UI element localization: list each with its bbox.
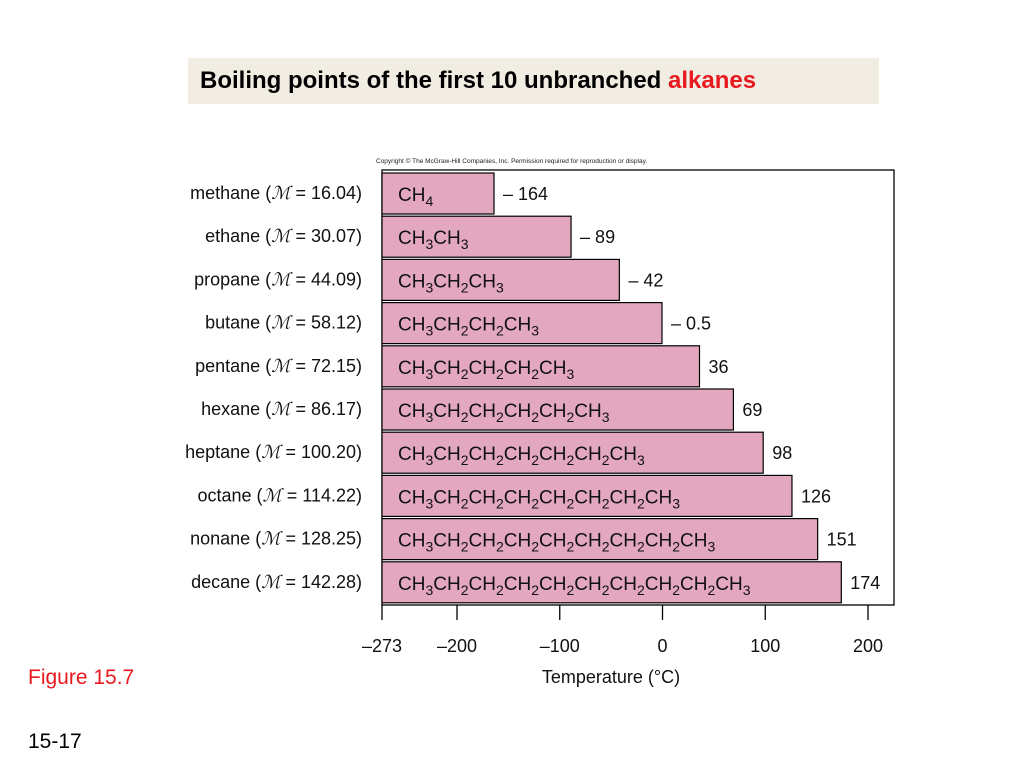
slide-number: 15-17 [28, 730, 82, 753]
bar-value-label: – 0.5 [671, 314, 711, 334]
bar-formula: CH3​CH2​CH2​CH2​CH3​ [398, 358, 574, 382]
bar-propane [381, 258, 620, 301]
category-label: nonane (ℳ = 128.25) [190, 529, 362, 550]
bar-formula: CH4​ [398, 185, 433, 209]
bar-nonane [381, 517, 819, 561]
bar-formula: CH3​CH2​CH2​CH2​CH2​CH2​CH2​CH2​CH3​ [398, 531, 715, 555]
bar-formula: CH3​CH2​CH2​CH2​CH2​CH2​CH3​ [398, 444, 645, 468]
bar-value-label: 36 [708, 357, 728, 377]
category-label: ethane (ℳ = 30.07) [205, 226, 362, 247]
bar-value-label: – 42 [628, 270, 663, 290]
bar-decane [381, 561, 842, 604]
category-label: methane (ℳ = 16.04) [190, 183, 362, 204]
category-label: pentane (ℳ = 72.15) [195, 356, 362, 377]
bar-pentane [381, 345, 701, 388]
bar-value-label: – 89 [580, 227, 615, 247]
x-tick-label: –100 [540, 636, 580, 656]
x-tick-label: 100 [750, 636, 780, 656]
bar-value-label: 174 [850, 573, 880, 593]
x-tick-label: –200 [437, 636, 477, 656]
bar-formula: CH3​CH2​CH2​CH2​CH2​CH2​CH2​CH3​ [398, 487, 680, 511]
bar-formula: CH3​CH2​CH2​CH2​CH2​CH2​CH2​CH2​CH2​CH3​ [398, 574, 751, 598]
bar-octane [381, 474, 793, 517]
category-label: heptane (ℳ = 100.20) [185, 442, 362, 463]
figure-label: Figure 15.7 [28, 666, 135, 689]
bar-heptane [381, 431, 764, 474]
x-axis-label: Temperature (°C) [542, 667, 680, 687]
category-label: hexane (ℳ = 86.17) [201, 399, 362, 420]
category-label: octane (ℳ = 114.22) [197, 485, 362, 506]
bar-value-label: 151 [827, 530, 857, 550]
bar-value-label: 69 [742, 400, 762, 420]
bar-butane [381, 302, 663, 345]
category-label: butane (ℳ = 58.12) [205, 313, 362, 334]
bar-formula: CH3​CH2​CH2​CH3​ [398, 315, 539, 339]
bar-value-label: 98 [772, 443, 792, 463]
category-label: propane (ℳ = 44.09) [194, 269, 362, 290]
slide-title: Boiling points of the first 10 unbranche… [188, 58, 879, 104]
x-tick-label: 0 [657, 636, 667, 656]
x-tick-label: 200 [853, 636, 883, 656]
bar-formula: CH3​CH2​CH3​ [398, 271, 504, 295]
slide-title-accent: alkanes [668, 67, 757, 94]
bar-methane [381, 172, 495, 215]
bar-value-label: – 164 [503, 184, 548, 204]
bar-formula: CH3​CH2​CH2​CH2​CH2​CH3​ [398, 401, 610, 425]
bar-hexane [381, 388, 734, 431]
bar-value-label: 126 [801, 486, 831, 506]
category-label: decane (ℳ = 142.28) [191, 572, 362, 593]
slide-title-main: Boiling points of the first 10 unbranche… [200, 67, 669, 94]
bar-ethane [381, 215, 572, 258]
copyright-notice: Copyright © The McGraw-Hill Companies, I… [376, 158, 648, 165]
plot-frame [381, 169, 895, 606]
bar-formula: CH3​CH3​ [398, 228, 469, 252]
x-tick-label: –273 [362, 636, 402, 656]
